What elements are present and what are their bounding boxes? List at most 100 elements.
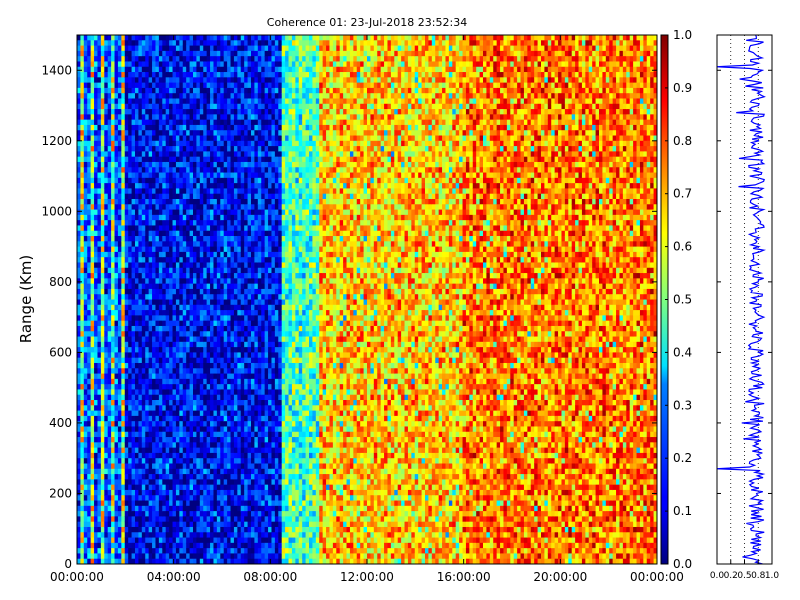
- heatmap-cell: [158, 230, 163, 237]
- heatmap-cell: [175, 82, 180, 89]
- heatmap-cell: [175, 109, 180, 115]
- heatmap-cell: [141, 452, 146, 459]
- heatmap-cell: [111, 140, 116, 147]
- heatmap-cell: [94, 87, 98, 94]
- heatmap-cell: [128, 415, 133, 422]
- heatmap-cell: [80, 304, 85, 311]
- heatmap-cell: [90, 214, 95, 221]
- heatmap-cell: [175, 511, 180, 517]
- heatmap-cell: [114, 537, 119, 544]
- heatmap-cell: [220, 288, 225, 295]
- heatmap-cell: [189, 400, 194, 406]
- heatmap-cell: [230, 225, 235, 232]
- heatmap-cell: [124, 251, 129, 258]
- heatmap-cell: [169, 505, 174, 512]
- heatmap-cell: [179, 77, 184, 84]
- heatmap-cell: [169, 463, 174, 470]
- heatmap-cell: [124, 87, 129, 94]
- heatmap-cell: [206, 124, 211, 131]
- heatmap-cell: [186, 183, 191, 189]
- heatmap-cell: [203, 177, 208, 184]
- heatmap-cell: [199, 45, 204, 52]
- heatmap-cell: [240, 56, 245, 62]
- heatmap-cell: [206, 257, 211, 263]
- heatmap-cell: [77, 299, 81, 306]
- heatmap-cell: [193, 384, 197, 390]
- heatmap-cell: [162, 315, 167, 322]
- heatmap-cell: [135, 140, 139, 147]
- heatmap-cell: [141, 109, 146, 115]
- heatmap-cell: [244, 394, 249, 401]
- heatmap-cell: [111, 421, 116, 427]
- heatmap-cell: [233, 61, 238, 68]
- heatmap-cell: [237, 532, 242, 539]
- heatmap-cell: [138, 373, 143, 380]
- heatmap-cell: [203, 283, 208, 290]
- heatmap-cell: [158, 183, 163, 189]
- heatmap-cell: [114, 93, 119, 99]
- heatmap-cell: [128, 56, 133, 62]
- heatmap-cell: [175, 161, 180, 168]
- heatmap-cell: [83, 325, 88, 332]
- heatmap-cell: [90, 325, 95, 332]
- heatmap-cell: [87, 304, 92, 311]
- heatmap-cell: [182, 299, 187, 306]
- heatmap-cell: [233, 532, 238, 539]
- heatmap-cell: [169, 495, 174, 502]
- heatmap-cell: [87, 161, 92, 168]
- heatmap-cell: [223, 447, 228, 454]
- heatmap-cell: [77, 542, 81, 549]
- heatmap-cell: [179, 56, 184, 62]
- heatmap-cell: [179, 484, 184, 491]
- heatmap-cell: [216, 72, 221, 78]
- heatmap-cell: [87, 56, 92, 62]
- heatmap-cell: [193, 526, 197, 533]
- heatmap-cell: [141, 410, 146, 417]
- heatmap-cell: [135, 98, 139, 105]
- heatmap-cell: [233, 140, 238, 147]
- heatmap-cell: [240, 50, 245, 57]
- heatmap-cell: [210, 452, 214, 459]
- heatmap-cell: [196, 77, 201, 84]
- heatmap-cell: [237, 193, 242, 200]
- heatmap-cell: [186, 241, 191, 248]
- heatmap-cell: [128, 35, 133, 41]
- heatmap-cell: [230, 267, 235, 274]
- heatmap-cell: [135, 135, 139, 142]
- heatmap-cell: [158, 204, 163, 211]
- heatmap-cell: [244, 98, 249, 105]
- heatmap-cell: [186, 193, 191, 200]
- heatmap-cell: [196, 341, 201, 348]
- heatmap-cell: [155, 283, 160, 290]
- heatmap-cell: [186, 98, 191, 105]
- heatmap-cell: [179, 156, 184, 163]
- heatmap-cell: [223, 98, 228, 105]
- heatmap-cell: [199, 511, 204, 517]
- heatmap-cell: [100, 246, 105, 253]
- heatmap-cell: [189, 474, 194, 480]
- heatmap-cell: [220, 151, 225, 158]
- heatmap-cell: [220, 495, 225, 502]
- heatmap-cell: [128, 341, 133, 348]
- heatmap-cell: [145, 177, 150, 184]
- heatmap-cell: [155, 225, 160, 232]
- heatmap-cell: [131, 310, 136, 316]
- heatmap-cell: [87, 130, 92, 137]
- heatmap-cell: [237, 347, 242, 353]
- heatmap-cell: [104, 204, 109, 211]
- heatmap-cell: [87, 124, 92, 131]
- heatmap-cell: [104, 177, 109, 184]
- heatmap-cell: [148, 315, 153, 322]
- heatmap-cell: [111, 389, 116, 396]
- heatmap-cell: [199, 236, 204, 242]
- heatmap-cell: [128, 421, 133, 427]
- heatmap-cell: [90, 468, 95, 475]
- heatmap-cell: [100, 526, 105, 533]
- heatmap-cell: [230, 161, 235, 168]
- heatmap-cell: [87, 548, 92, 554]
- heatmap-cell: [111, 405, 116, 412]
- heatmap-cell: [152, 198, 156, 205]
- heatmap-cell: [196, 553, 201, 560]
- heatmap-cell: [169, 331, 174, 338]
- heatmap-cell: [179, 532, 184, 539]
